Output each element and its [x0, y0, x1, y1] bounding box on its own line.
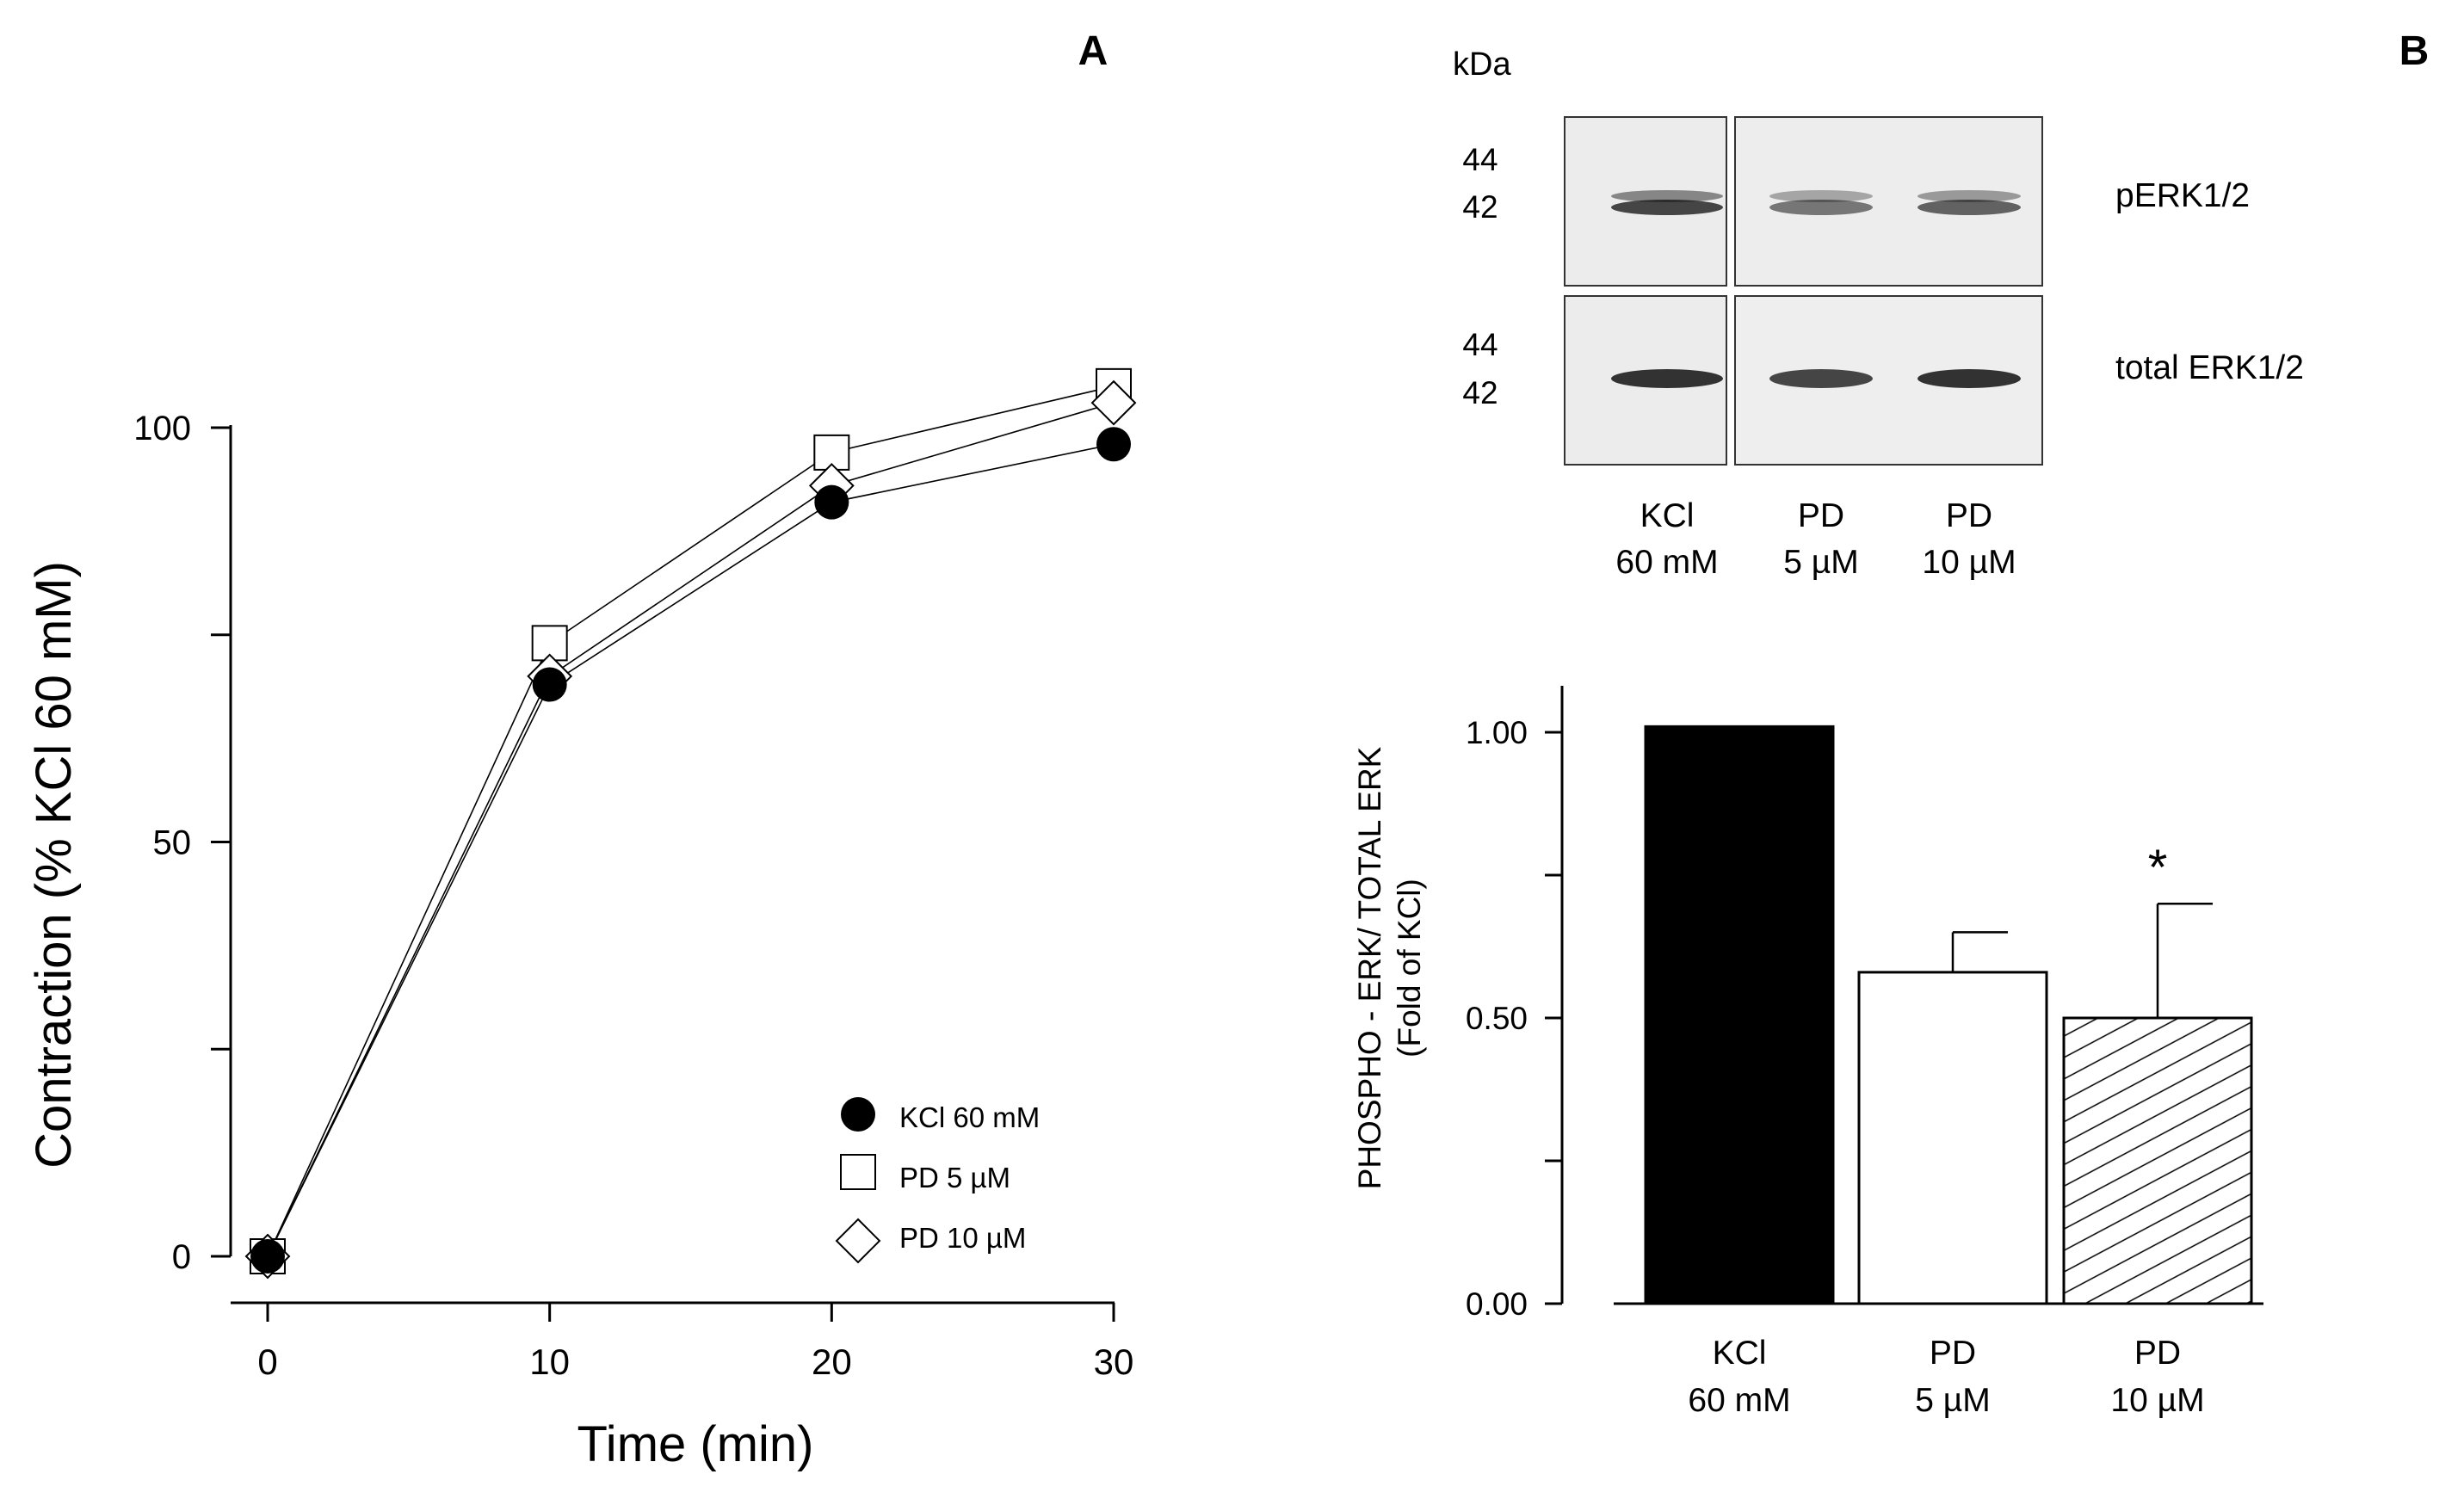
data-point-circle — [814, 484, 849, 520]
panel-b-x-tick-labels: KCl 60 mM PD 5 µM PD 10 µM — [1688, 1335, 2204, 1419]
bar — [1857, 971, 2048, 1305]
y-tick-label: 0 — [172, 1238, 191, 1276]
panel-b-label: B — [2399, 28, 2430, 74]
x-tick-label-line2: 60 mM — [1688, 1382, 1790, 1419]
blot-band-44 — [1611, 190, 1723, 202]
blot-row-totalERK: 44 42 total ERK1/2 — [1462, 295, 2304, 466]
blot-band-44 — [1769, 190, 1873, 202]
panel-b-bar-chart: 0.00 0.50 1.00 * KCl 60 mM PD 5 µM PD 10 µM PHO… — [1352, 686, 2263, 1419]
data-point-circle — [532, 667, 567, 702]
blot-mw-44-pERK: 44 — [1462, 142, 1498, 177]
y-tick-label: 50 — [153, 824, 192, 862]
panel-a-legend: KCl 60 mM PD 5 µM PD 10 µM — [835, 1097, 1040, 1264]
data-point-circle — [1096, 427, 1131, 462]
blot-lane-1-line2: 60 mM — [1615, 544, 1718, 581]
panel-b-y-ticks: 0.00 0.50 1.00 — [1466, 715, 1562, 1322]
panel-a-line-chart: A 0 50 100 0 10 20 30 Time (min) Contraction … — [26, 28, 1137, 1472]
blot-bands-totalERK — [1611, 369, 2021, 388]
x-tick-label-line2: 5 µM — [1915, 1382, 1990, 1419]
legend-item-kcl: KCl 60 mM — [841, 1097, 1040, 1133]
panel-a-y-ticks: 0 50 100 — [133, 410, 231, 1276]
western-blot: kDa 44 42 pERK1/2 44 42 total ERK1/2 KCl… — [1453, 46, 2304, 581]
blot-mw-42-total: 42 — [1462, 375, 1498, 410]
legend-label-kcl: KCl 60 mM — [899, 1101, 1040, 1133]
y-tick-label: 100 — [133, 410, 191, 447]
blot-band-42 — [1769, 369, 1873, 388]
blot-lane-2-line1: PD — [1798, 497, 1844, 534]
x-tick-label-line2: 10 µM — [2110, 1382, 2204, 1419]
x-tick-label-line1: PD — [2134, 1335, 2181, 1372]
panel-b-bars: * — [1644, 725, 2253, 1305]
panel-a-label: A — [1078, 28, 1108, 74]
panel-b: B kDa 44 42 pERK1/2 44 42 total ERK1/2 — [1352, 28, 2429, 1419]
blot-band-44 — [1917, 190, 2021, 202]
series-line — [267, 443, 1115, 1257]
panel-a-series — [244, 367, 1137, 1280]
blot-row-label-pERK: pERK1/2 — [2115, 177, 2250, 214]
legend-item-pd5: PD 5 µM — [840, 1154, 1010, 1194]
panel-b-y-axis-label-line2: (Fold of KCl) — [1392, 879, 1427, 1058]
legend-label-pd5: PD 5 µM — [899, 1162, 1010, 1194]
blot-lane-1-line1: KCl — [1640, 497, 1695, 534]
bar — [2062, 1016, 2253, 1305]
blot-band-42 — [1611, 200, 1723, 215]
blot-band-42 — [1917, 200, 2021, 215]
data-point-circle — [250, 1239, 285, 1274]
x-tick-label: 10 — [529, 1342, 570, 1382]
blot-lane-labels: KCl 60 mM PD 5 µM PD 10 µM — [1615, 497, 2016, 581]
series-line — [267, 386, 1115, 1257]
blot-row-label-total: total ERK1/2 — [2115, 349, 2304, 386]
x-tick-label-line1: KCl — [1713, 1335, 1767, 1372]
x-tick-label: 20 — [812, 1342, 852, 1382]
bar — [1644, 725, 1835, 1305]
legend-marker-open-square — [840, 1154, 876, 1190]
panel-a-y-axis-label: Contraction (% KCl 60 mM) — [26, 561, 82, 1169]
blot-band-42 — [1769, 200, 1873, 215]
blot-band-42 — [1917, 369, 2021, 388]
panel-b-y-axis-label-line1: PHOSPHO - ERK/ TOTAL ERK — [1352, 746, 1387, 1189]
x-tick-label: 0 — [257, 1342, 277, 1382]
legend-item-pd10: PD 10 µM — [835, 1218, 1026, 1264]
data-point-diamond — [1090, 379, 1137, 426]
blot-lane-2-line2: 5 µM — [1783, 544, 1858, 581]
blot-band-42 — [1611, 369, 1723, 388]
series-line — [267, 402, 1115, 1257]
blot-lane-3-line1: PD — [1946, 497, 1992, 534]
blot-lane-3-line2: 10 µM — [1922, 544, 2016, 581]
y-tick-label: 0.50 — [1466, 1001, 1528, 1036]
blot-row-pERK: 44 42 pERK1/2 — [1462, 116, 2250, 287]
y-tick-label: 0.00 — [1466, 1286, 1528, 1322]
legend-marker-filled-circle — [841, 1097, 875, 1132]
blot-unit-label: kDa — [1453, 46, 1511, 83]
legend-marker-open-diamond — [835, 1218, 881, 1264]
legend-label-pd10: PD 10 µM — [899, 1222, 1026, 1254]
blot-mw-42-pERK: 42 — [1462, 189, 1498, 225]
y-tick-label: 1.00 — [1466, 715, 1528, 750]
significance-marker: * — [2148, 840, 2168, 896]
panel-a-x-axis-label: Time (min) — [577, 1416, 814, 1472]
x-tick-label-line1: PD — [1930, 1335, 1976, 1372]
blot-bands-pERK — [1611, 190, 2021, 215]
panel-a-x-ticks: 0 10 20 30 — [257, 1303, 1133, 1382]
x-tick-label: 30 — [1094, 1342, 1134, 1382]
blot-mw-44-total: 44 — [1462, 327, 1498, 362]
